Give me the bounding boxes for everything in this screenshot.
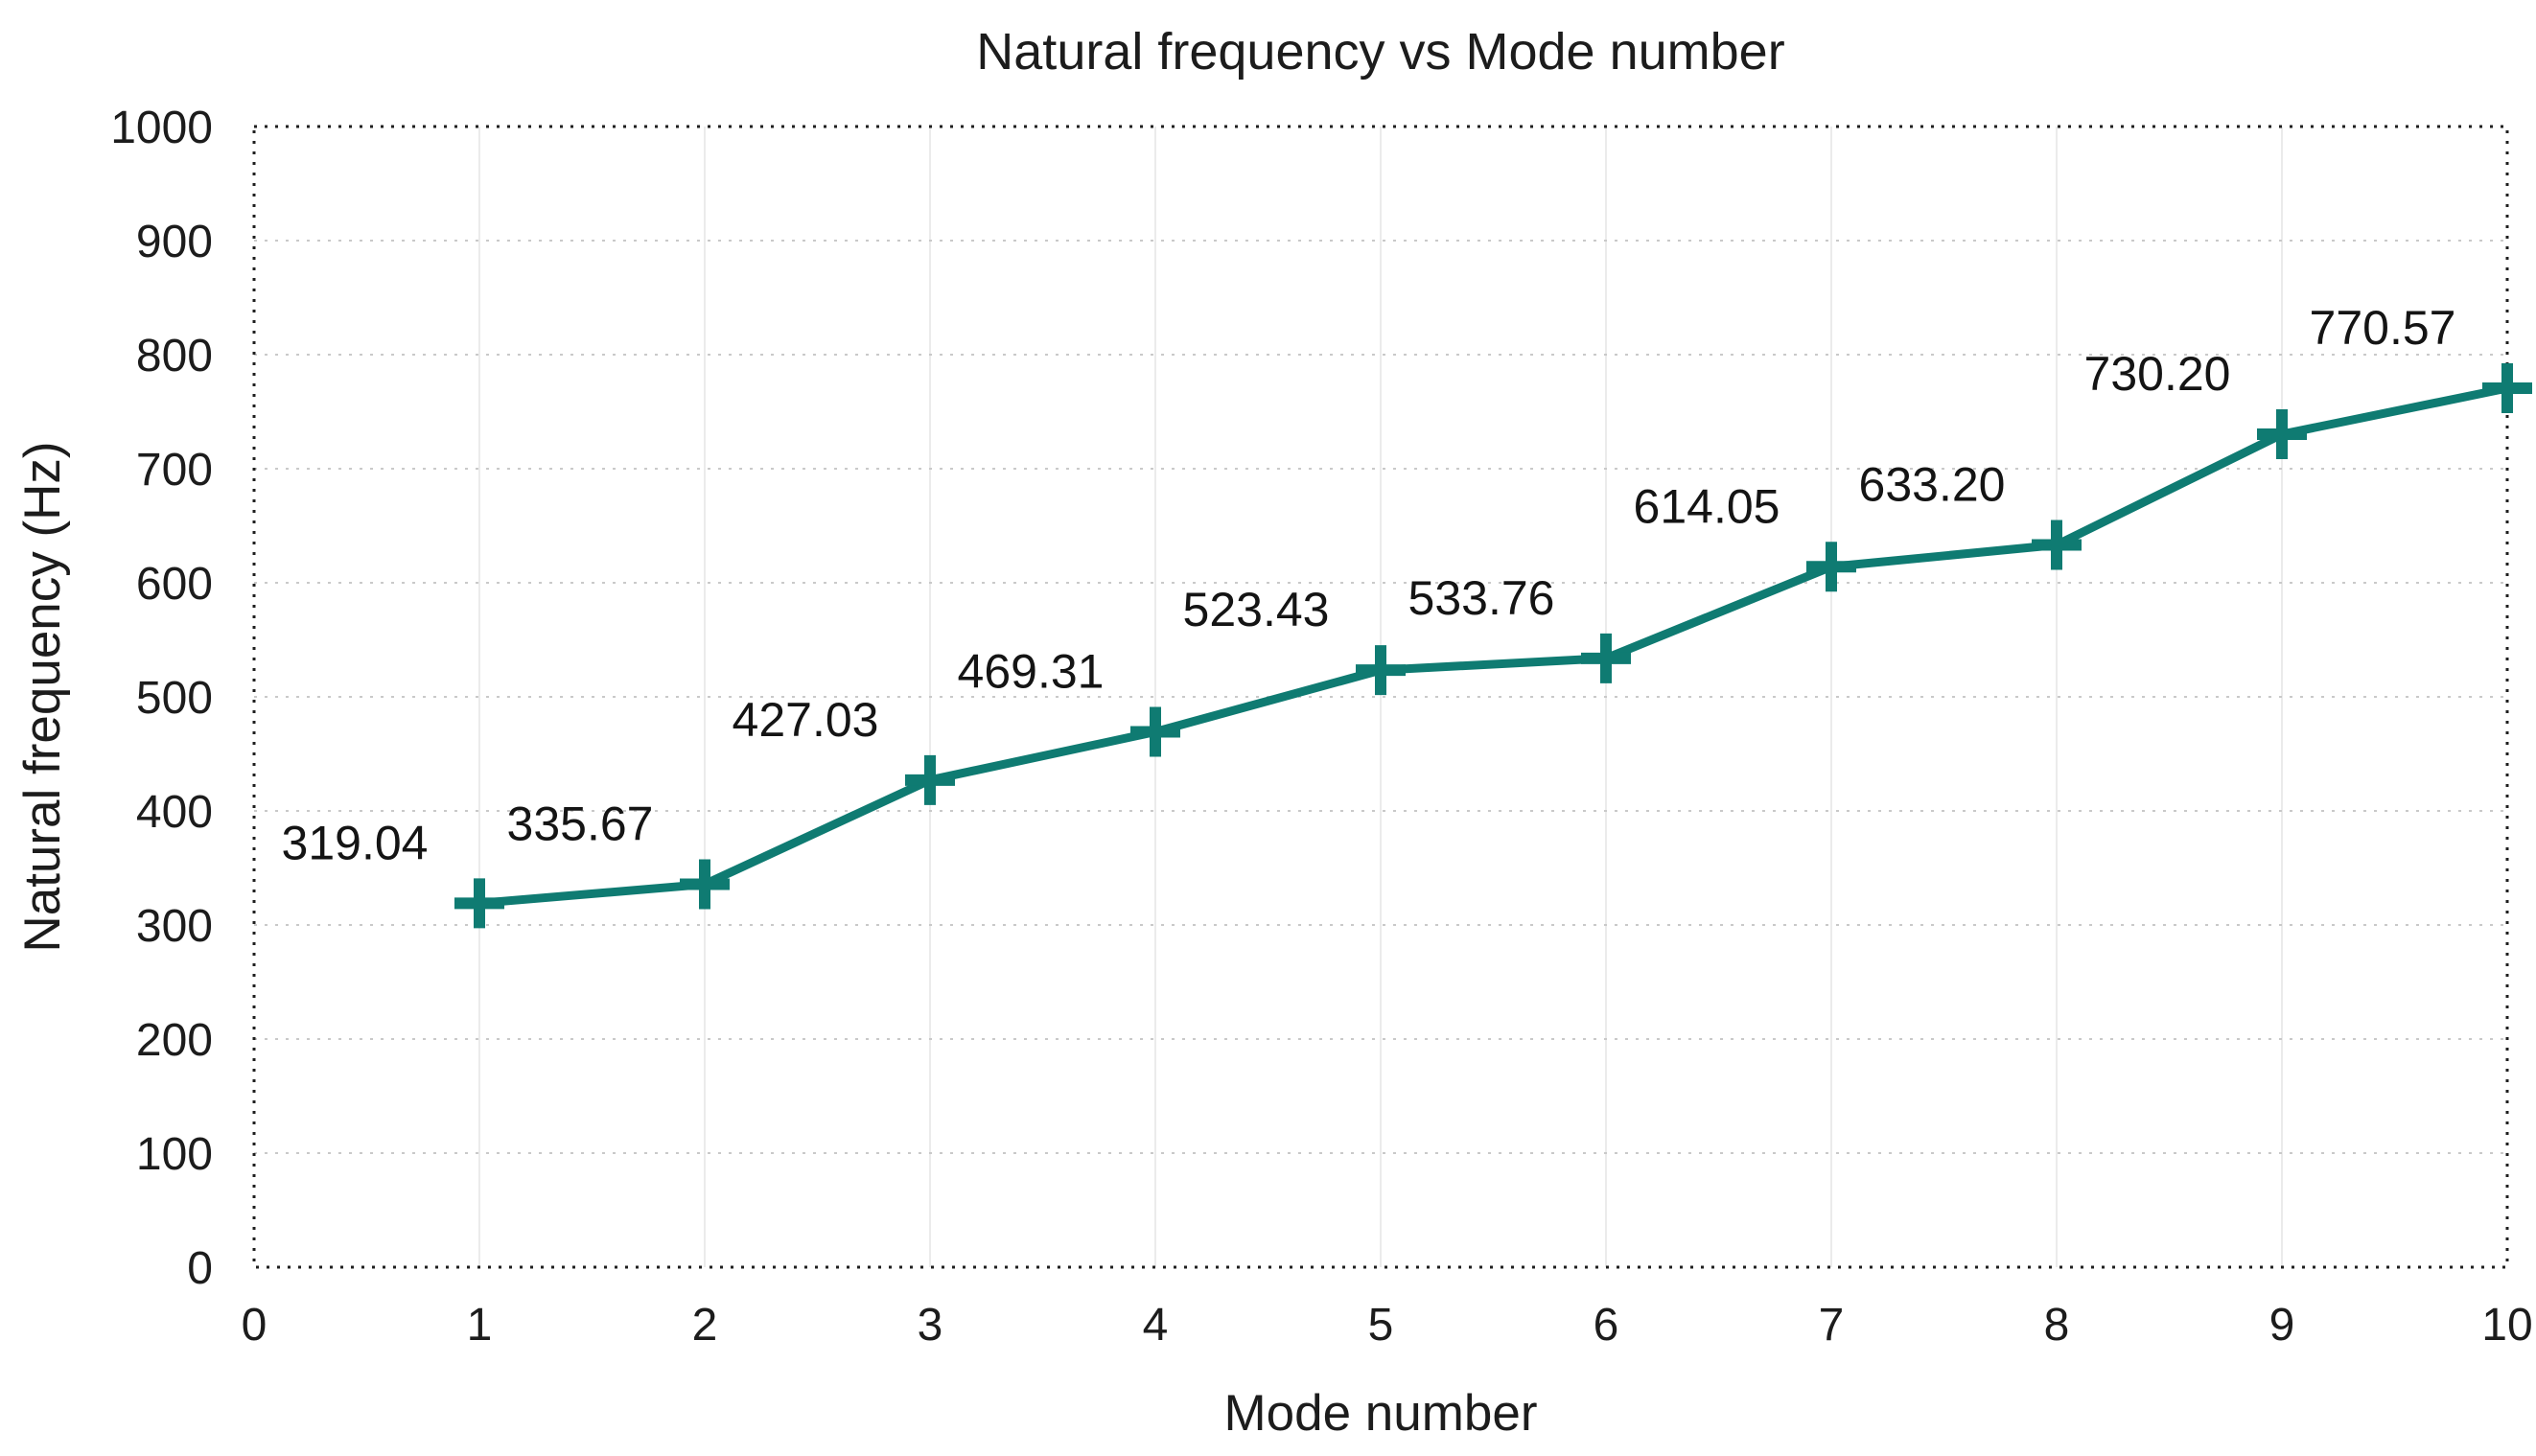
x-tick-label: 7 — [1819, 1300, 1845, 1351]
y-tick-label: 400 — [136, 787, 213, 838]
data-point-label: 335.67 — [507, 797, 654, 851]
y-tick-label: 600 — [136, 559, 213, 610]
x-tick-label: 4 — [1143, 1300, 1169, 1351]
data-point-label: 770.57 — [2310, 301, 2456, 355]
marker-layer — [454, 363, 2532, 929]
x-tick-label: 10 — [2481, 1300, 2532, 1351]
x-tick-label: 9 — [2269, 1300, 2295, 1351]
point-labels-layer: 319.04 335.67 427.03 469.31 523.43 533.76 614.… — [282, 301, 2456, 869]
y-tick-label: 100 — [136, 1129, 213, 1180]
data-point-marker — [905, 754, 955, 805]
data-point-label: 469.31 — [958, 645, 1105, 699]
tick-labels-layer: 0 1 2 3 4 5 6 7 8 9 100100200300400500600700800900… — [110, 103, 2532, 1351]
x-tick-label: 8 — [2044, 1300, 2070, 1351]
series-layer — [475, 383, 2512, 908]
data-point-marker — [2257, 409, 2307, 460]
x-tick-label: 2 — [692, 1300, 718, 1351]
y-tick-label: 300 — [136, 901, 213, 952]
x-tick-label: 5 — [1368, 1300, 1394, 1351]
data-point-marker — [2032, 520, 2082, 570]
data-point-marker — [1581, 633, 1631, 683]
data-point-marker — [2482, 363, 2532, 414]
x-axis-title: Mode number — [1223, 1385, 1537, 1442]
data-point-label: 319.04 — [282, 816, 429, 869]
chart-title: Natural frequency vs Mode number — [976, 23, 1784, 81]
x-tick-label: 1 — [467, 1300, 493, 1351]
y-axis-title: Natural frequency (Hz) — [14, 441, 71, 952]
gridlines-layer — [254, 127, 2507, 1267]
data-point-marker — [1130, 706, 1180, 757]
data-point-marker — [454, 878, 504, 929]
y-tick-label: 500 — [136, 673, 213, 724]
data-point-label: 533.76 — [1408, 571, 1555, 625]
x-tick-label: 6 — [1594, 1300, 1619, 1351]
x-tick-label: 0 — [242, 1300, 268, 1351]
data-point-label: 633.20 — [1859, 457, 2006, 511]
data-point-label: 523.43 — [1183, 583, 1330, 636]
y-tick-label: 800 — [136, 331, 213, 381]
data-point-marker — [680, 859, 730, 910]
y-tick-label: 0 — [187, 1243, 213, 1294]
data-point-label: 427.03 — [733, 693, 879, 747]
series-line — [475, 383, 2512, 908]
y-tick-label: 200 — [136, 1015, 213, 1066]
data-point-marker — [1356, 645, 1406, 696]
y-tick-label: 700 — [136, 445, 213, 496]
y-tick-label: 1000 — [110, 103, 213, 153]
y-tick-label: 900 — [136, 217, 213, 267]
data-point-marker — [1806, 542, 1856, 592]
data-point-label: 730.20 — [2084, 347, 2231, 401]
data-point-label: 614.05 — [1634, 479, 1780, 533]
x-tick-label: 3 — [918, 1300, 943, 1351]
